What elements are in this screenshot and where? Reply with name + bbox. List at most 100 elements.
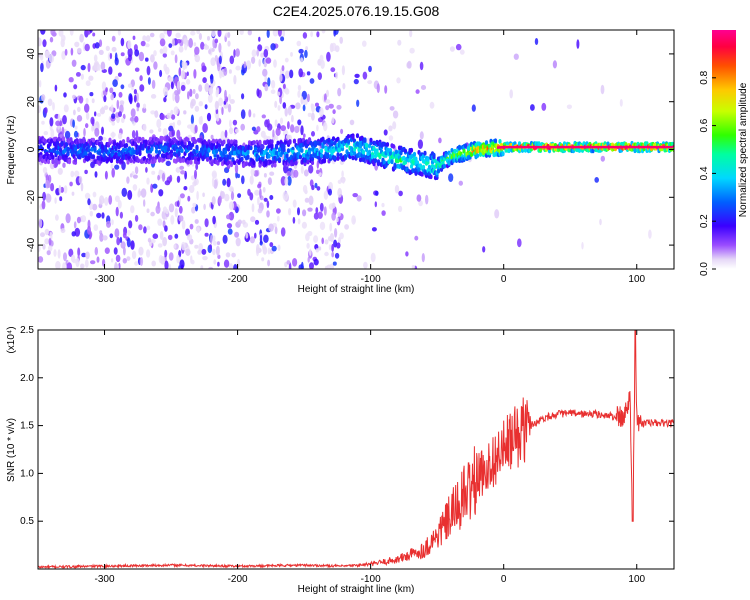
heatmap-cell — [90, 146, 94, 152]
heatmap-cell — [49, 138, 54, 144]
heatmap-cell — [412, 151, 417, 157]
heatmap-cell — [207, 94, 213, 103]
heatmap-cell — [427, 164, 432, 170]
heatmap-cell — [207, 36, 210, 41]
heatmap-cell — [309, 78, 315, 84]
heatmap-cell — [138, 136, 142, 142]
heatmap-cell — [126, 159, 130, 165]
heatmap-cell — [38, 37, 42, 47]
heatmap-cell — [292, 138, 297, 144]
heatmap-cell — [185, 78, 191, 85]
heatmap-cell — [176, 80, 181, 90]
y-tick-label: -20 — [26, 190, 37, 205]
heatmap-cell — [120, 52, 125, 57]
heatmap-cell — [325, 152, 330, 157]
heatmap-cell — [121, 117, 125, 123]
heatmap-cell — [290, 124, 295, 133]
heatmap-cell — [291, 161, 295, 167]
heatmap-cell — [176, 254, 180, 264]
heatmap-cell — [212, 172, 217, 179]
heatmap-cell — [146, 177, 150, 185]
heatmap-cell — [228, 154, 232, 160]
heatmap-cell — [231, 252, 236, 258]
heatmap-cell — [98, 39, 103, 47]
heatmap-cell — [167, 30, 172, 37]
heatmap-cell — [253, 146, 258, 152]
heatmap-cell — [62, 162, 66, 168]
heatmap-cell — [322, 158, 327, 164]
heatmap-cell — [277, 105, 281, 111]
heatmap-cell — [136, 102, 140, 109]
y-tick-label: 1.5 — [20, 421, 34, 432]
heatmap-cell — [101, 81, 107, 91]
heatmap-cell — [64, 130, 71, 140]
heatmap-cell — [69, 181, 73, 187]
heatmap-cell — [648, 229, 652, 239]
heatmap-cell — [156, 118, 162, 129]
heatmap-cell — [174, 207, 178, 218]
heatmap-cell — [196, 159, 201, 165]
heatmap-cell — [178, 215, 184, 222]
heatmap-cell — [327, 236, 332, 242]
heatmap-cell — [151, 79, 156, 89]
heatmap-cell — [263, 197, 268, 202]
heatmap-cell — [409, 47, 415, 54]
heatmap-cell — [124, 143, 129, 148]
heatmap-cell — [114, 57, 119, 66]
heatmap-cell — [388, 125, 393, 132]
heatmap-cell — [106, 220, 111, 228]
heatmap-cell — [92, 203, 98, 211]
heatmap-cell — [80, 73, 84, 80]
heatmap-cell — [311, 112, 315, 121]
heatmap-cell — [471, 104, 476, 112]
heatmap-cell — [90, 116, 95, 125]
heatmap-cell — [211, 138, 216, 144]
heatmap-cell — [187, 124, 193, 129]
heatmap-cell — [250, 168, 255, 176]
heatmap-cell — [181, 219, 186, 230]
heatmap-cell — [183, 110, 187, 115]
heatmap-cell — [153, 61, 158, 70]
snr-x-ticks: -300 -200 -100 0 100 — [95, 330, 646, 585]
heatmap-cell — [42, 243, 46, 250]
heatmap-cell — [266, 200, 270, 209]
heatmap-cell — [288, 208, 292, 216]
heatmap-cell — [210, 73, 214, 84]
heatmap-cell — [217, 61, 221, 72]
heatmap-cell — [183, 186, 188, 191]
heatmap-cell — [204, 82, 210, 93]
heatmap-cell — [47, 98, 53, 107]
heatmap-cell — [311, 184, 315, 191]
heatmap-cell — [162, 53, 167, 58]
heatmap-cell — [235, 237, 241, 247]
heatmap-cell — [211, 30, 216, 38]
heatmap-cell — [267, 247, 271, 255]
heatmap-cell — [453, 148, 457, 154]
heatmap-cell — [168, 43, 173, 48]
heatmap-cell — [245, 60, 252, 70]
heatmap-cell — [263, 234, 269, 243]
heatmap-cell — [280, 227, 286, 237]
heatmap-cell — [407, 60, 412, 69]
heatmap-cell — [103, 95, 107, 103]
heatmap-cell — [319, 202, 324, 212]
heatmap-cell — [76, 47, 82, 54]
heatmap-cell — [119, 236, 123, 243]
heatmap-cell — [73, 130, 79, 138]
heatmap-cell — [306, 155, 310, 161]
heatmap-cell — [63, 252, 67, 262]
heatmap-cell — [394, 184, 400, 194]
heatmap-cell — [212, 215, 216, 225]
y-tick-label: 0 — [26, 146, 37, 152]
heatmap-cell — [323, 206, 327, 216]
heatmap-cell — [181, 70, 186, 80]
heatmap-cell — [305, 46, 308, 51]
heatmap-cell — [76, 115, 83, 122]
heatmap-cell — [284, 57, 289, 63]
heatmap-cell — [354, 73, 360, 78]
heatmap-cell — [328, 188, 332, 196]
heatmap-cell — [228, 201, 235, 211]
heatmap-cell — [127, 47, 133, 58]
heatmap-cell — [142, 107, 147, 113]
heatmap-cell — [161, 172, 166, 182]
